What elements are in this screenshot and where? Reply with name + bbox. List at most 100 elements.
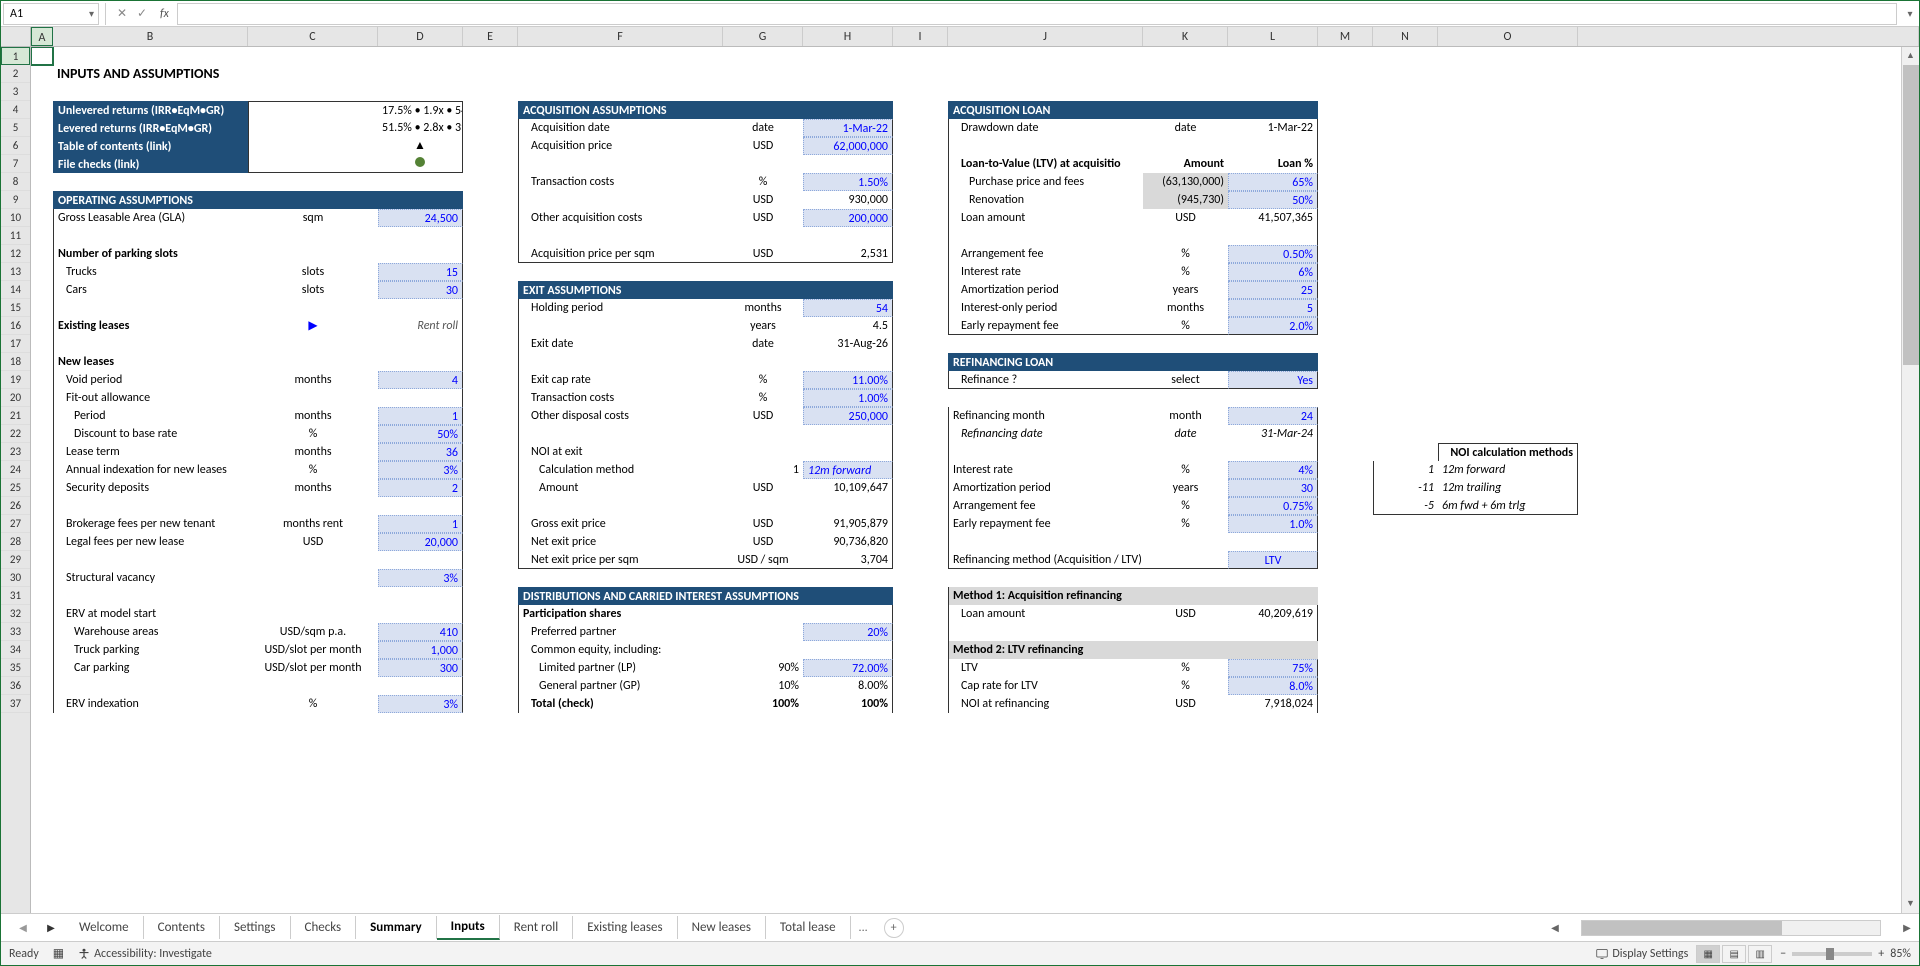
macros-icon[interactable]: ▦ xyxy=(53,946,64,961)
zoom-in-button[interactable]: + xyxy=(1878,947,1884,961)
tab-rentroll[interactable]: Rent roll xyxy=(500,916,573,939)
checks-label[interactable]: File checks (link) xyxy=(53,155,248,173)
toc-arrow-icon[interactable]: ▲ xyxy=(378,137,463,155)
m2-cap-value[interactable]: 8.0% xyxy=(1228,677,1318,695)
scroll-up-icon[interactable]: ▲ xyxy=(1902,47,1919,65)
col-header-c[interactable]: C xyxy=(248,27,378,46)
hscroll-right-icon[interactable]: ▶ xyxy=(1899,921,1915,934)
tab-summary[interactable]: Summary xyxy=(356,916,437,939)
row-header[interactable]: 4 xyxy=(1,101,30,119)
lp-value[interactable]: 72.00% xyxy=(803,659,893,677)
idx-value[interactable]: 3% xyxy=(378,461,463,479)
row-header[interactable]: 13 xyxy=(1,263,30,281)
row-header[interactable]: 16 xyxy=(1,317,30,335)
display-settings-label[interactable]: Display Settings xyxy=(1612,947,1688,961)
hscroll-left-icon[interactable]: ◀ xyxy=(1547,921,1563,934)
tab-contents[interactable]: Contents xyxy=(144,916,220,939)
refi-q-value[interactable]: Yes xyxy=(1228,371,1318,389)
row-header[interactable]: 3 xyxy=(1,83,30,101)
col-header-a[interactable]: A xyxy=(31,27,53,46)
view-page-break-button[interactable]: ▥ xyxy=(1748,945,1772,963)
disc-value[interactable]: 50% xyxy=(378,425,463,443)
tab-welcome[interactable]: Welcome xyxy=(65,916,144,939)
tab-total-lease[interactable]: Total lease xyxy=(766,916,851,939)
col-header-e[interactable]: E xyxy=(463,27,518,46)
zoom-out-button[interactable]: − xyxy=(1780,947,1786,961)
col-header-l[interactable]: L xyxy=(1228,27,1318,46)
row-header[interactable]: 27 xyxy=(1,515,30,533)
erp-value[interactable]: 2.0% xyxy=(1228,317,1318,335)
scroll-down-icon[interactable]: ▼ xyxy=(1902,895,1919,913)
vertical-scrollbar[interactable]: ▲ ▼ xyxy=(1901,47,1919,913)
col-header-d[interactable]: D xyxy=(378,27,463,46)
row-header[interactable]: 32 xyxy=(1,605,30,623)
row-header[interactable]: 29 xyxy=(1,551,30,569)
row-header[interactable]: 14 xyxy=(1,281,30,299)
zoom-slider[interactable] xyxy=(1792,952,1872,956)
play-icon[interactable]: ▶ xyxy=(248,317,378,335)
row-header[interactable]: 23 xyxy=(1,443,30,461)
col-header-o[interactable]: O xyxy=(1438,27,1578,46)
refi-erp-value[interactable]: 1.0% xyxy=(1228,515,1318,533)
row-header[interactable]: 5 xyxy=(1,119,30,137)
tp-value[interactable]: 1,000 xyxy=(378,641,463,659)
tab-add-button[interactable]: + xyxy=(884,918,904,938)
amort-value[interactable]: 25 xyxy=(1228,281,1318,299)
name-box[interactable]: A1 xyxy=(3,3,99,25)
acq-date-value[interactable]: 1-Mar-22 xyxy=(803,119,893,137)
vac-value[interactable]: 3% xyxy=(378,569,463,587)
row-header[interactable]: 20 xyxy=(1,389,30,407)
hold-period-value[interactable]: 54 xyxy=(803,299,893,317)
accessibility-label[interactable]: Accessibility: Investigate xyxy=(94,947,212,961)
refi-ir-value[interactable]: 4% xyxy=(1228,461,1318,479)
row-header[interactable]: 35 xyxy=(1,659,30,677)
row-header-1[interactable]: 1 xyxy=(1,47,30,65)
col-header-b[interactable]: B xyxy=(53,27,248,46)
row-header[interactable]: 15 xyxy=(1,299,30,317)
wh-value[interactable]: 410 xyxy=(378,623,463,641)
sheet[interactable]: INPUTS AND ASSUMPTIONS Unlevered returns… xyxy=(31,47,1901,913)
tab-inputs[interactable]: Inputs xyxy=(437,915,500,940)
fx-icon[interactable]: fx xyxy=(152,7,177,21)
row-header[interactable]: 8 xyxy=(1,173,30,191)
tab-next-icon[interactable]: ▶ xyxy=(37,918,65,938)
confirm-formula-icon[interactable]: ✓ xyxy=(132,4,152,24)
void-value[interactable]: 4 xyxy=(378,371,463,389)
calc-method-value[interactable]: 12m forward xyxy=(803,461,893,479)
view-page-layout-button[interactable]: ▤ xyxy=(1722,945,1746,963)
cell-a1[interactable] xyxy=(31,47,53,65)
formula-expand-icon[interactable]: ▾ xyxy=(1901,7,1919,20)
zoom-level[interactable]: 85% xyxy=(1890,947,1911,961)
pref-partner-value[interactable]: 20% xyxy=(803,623,893,641)
refi-method-value[interactable]: LTV xyxy=(1228,551,1318,569)
row-header[interactable]: 22 xyxy=(1,425,30,443)
row-header[interactable]: 6 xyxy=(1,137,30,155)
tab-checks[interactable]: Checks xyxy=(291,916,357,939)
row-header[interactable]: 37 xyxy=(1,695,30,713)
accessibility-icon[interactable] xyxy=(78,947,90,961)
row-header[interactable]: 26 xyxy=(1,497,30,515)
row-header[interactable]: 12 xyxy=(1,245,30,263)
row-header[interactable]: 10 xyxy=(1,209,30,227)
refi-af-value[interactable]: 0.75% xyxy=(1228,497,1318,515)
col-header-h[interactable]: H xyxy=(803,27,893,46)
row-header[interactable]: 2 xyxy=(1,65,30,83)
col-header-i[interactable]: I xyxy=(893,27,948,46)
refi-month-value[interactable]: 24 xyxy=(1228,407,1318,425)
tab-new-leases[interactable]: New leases xyxy=(678,916,766,939)
row-header[interactable]: 21 xyxy=(1,407,30,425)
display-settings-icon[interactable] xyxy=(1596,947,1608,961)
refi-amort-value[interactable]: 30 xyxy=(1228,479,1318,497)
ervi-value[interactable]: 3% xyxy=(378,695,463,713)
col-header-g[interactable]: G xyxy=(723,27,803,46)
term-value[interactable]: 36 xyxy=(378,443,463,461)
period-value[interactable]: 1 xyxy=(378,407,463,425)
row-header[interactable]: 33 xyxy=(1,623,30,641)
view-normal-button[interactable]: ▦ xyxy=(1696,945,1720,963)
exit-tc-value[interactable]: 1.00% xyxy=(803,389,893,407)
exit-cap-value[interactable]: 11.00% xyxy=(803,371,893,389)
col-header-k[interactable]: K xyxy=(1143,27,1228,46)
odc-value[interactable]: 250,000 xyxy=(803,407,893,425)
legal-value[interactable]: 20,000 xyxy=(378,533,463,551)
renov-pct[interactable]: 50% xyxy=(1228,191,1318,209)
